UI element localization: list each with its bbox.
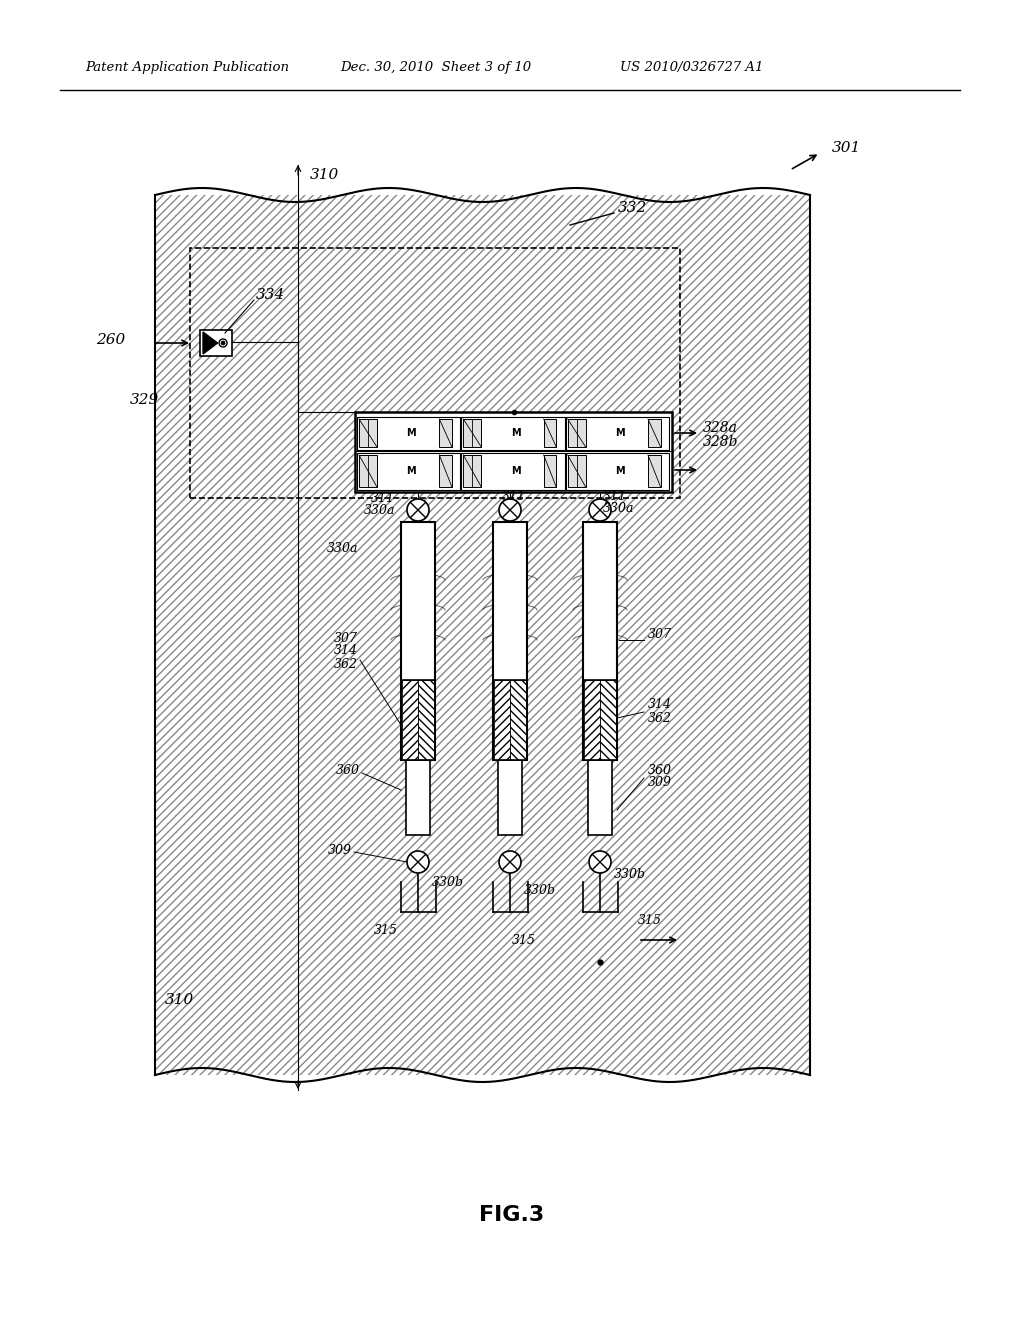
Text: M: M	[407, 428, 416, 438]
Text: 311: 311	[603, 490, 627, 503]
Bar	[462, 417, 564, 450]
Text: 310: 310	[310, 168, 339, 182]
Circle shape	[407, 499, 429, 521]
Bar	[544, 455, 556, 487]
Bar	[494, 680, 526, 760]
Circle shape	[589, 851, 611, 873]
Bar	[544, 418, 556, 447]
Text: 307: 307	[648, 628, 672, 642]
Text: M: M	[407, 466, 416, 477]
Text: 315: 315	[374, 924, 398, 936]
Text: 328a: 328a	[703, 421, 738, 436]
Bar	[510, 680, 526, 760]
Text: 315: 315	[512, 933, 536, 946]
Bar	[200, 330, 232, 356]
Circle shape	[499, 499, 521, 521]
Text: 330b: 330b	[524, 883, 556, 896]
Bar	[567, 455, 586, 487]
Text: 330a: 330a	[364, 503, 395, 516]
Text: 330a: 330a	[327, 541, 358, 554]
Bar	[600, 680, 616, 760]
Text: 330b: 330b	[432, 875, 464, 888]
Bar	[401, 521, 435, 760]
Text: 329: 329	[130, 393, 160, 407]
Text: 309: 309	[328, 843, 352, 857]
Text: Patent Application Publication: Patent Application Publication	[85, 62, 289, 74]
Text: 360: 360	[336, 763, 360, 776]
Circle shape	[407, 851, 429, 873]
Text: 307: 307	[334, 631, 358, 644]
Bar	[359, 418, 377, 447]
Bar	[567, 418, 586, 447]
Bar	[439, 418, 452, 447]
Text: 311: 311	[371, 491, 395, 504]
Text: 360: 360	[648, 763, 672, 776]
Text: 309: 309	[648, 776, 672, 789]
Bar	[402, 680, 434, 760]
Circle shape	[589, 499, 611, 521]
Circle shape	[219, 339, 227, 347]
Bar	[359, 455, 377, 487]
Bar	[493, 680, 527, 760]
Bar	[463, 418, 481, 447]
Text: 315: 315	[638, 913, 662, 927]
Text: 332: 332	[618, 201, 647, 215]
Bar	[155, 195, 810, 1074]
Bar	[357, 453, 461, 490]
Text: 314: 314	[648, 698, 672, 711]
Bar	[418, 680, 434, 760]
Text: 311: 311	[502, 491, 526, 503]
Bar	[648, 418, 660, 447]
Text: 328b: 328b	[703, 436, 738, 449]
Text: 310: 310	[165, 993, 195, 1007]
Text: 260: 260	[96, 333, 125, 347]
Bar	[439, 455, 452, 487]
Text: Dec. 30, 2010  Sheet 3 of 10: Dec. 30, 2010 Sheet 3 of 10	[340, 62, 531, 74]
Circle shape	[221, 341, 225, 345]
Text: M: M	[615, 466, 625, 477]
Bar	[494, 680, 510, 760]
Bar	[406, 760, 430, 836]
Bar	[498, 760, 522, 836]
Bar	[493, 521, 527, 760]
Text: 314: 314	[334, 644, 358, 657]
Bar	[190, 248, 680, 498]
Text: M: M	[511, 428, 520, 438]
Bar	[565, 453, 669, 490]
Bar	[355, 412, 672, 492]
Bar	[357, 417, 461, 450]
Text: M: M	[615, 428, 625, 438]
Bar	[401, 680, 435, 760]
Text: 330b: 330b	[614, 869, 646, 882]
Text: US 2010/0326727 A1: US 2010/0326727 A1	[620, 62, 763, 74]
Bar	[463, 455, 481, 487]
Text: 330a: 330a	[603, 502, 635, 515]
Bar	[155, 195, 810, 1074]
Bar	[584, 680, 600, 760]
Bar	[565, 417, 669, 450]
Text: 334: 334	[256, 288, 286, 302]
Bar	[583, 521, 617, 760]
Bar	[588, 760, 612, 836]
Bar	[462, 453, 564, 490]
Polygon shape	[203, 333, 217, 354]
Text: 362: 362	[334, 657, 358, 671]
Text: 301: 301	[831, 141, 861, 154]
Text: 362: 362	[648, 711, 672, 725]
Bar	[648, 455, 660, 487]
Text: FIG.3: FIG.3	[479, 1205, 545, 1225]
Bar	[583, 680, 617, 760]
Circle shape	[499, 851, 521, 873]
Text: M: M	[511, 466, 520, 477]
Bar	[402, 680, 418, 760]
Bar	[584, 680, 616, 760]
